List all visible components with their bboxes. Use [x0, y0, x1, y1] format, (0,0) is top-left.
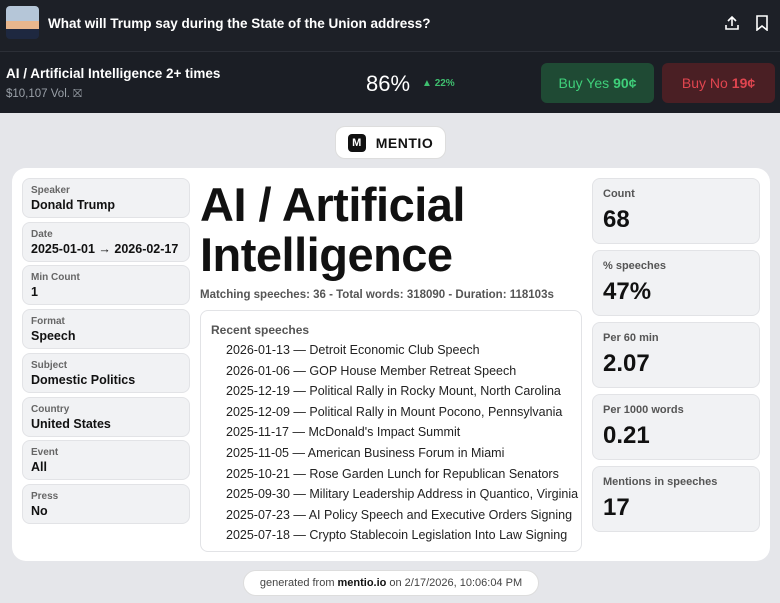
stat-box: Per 1000 words 0.21 — [592, 394, 760, 460]
filter-value: Speech — [31, 329, 76, 344]
filter-value: All — [31, 460, 47, 475]
term-title: AI / Artificial Intelligence — [200, 178, 465, 281]
buy-yes-button[interactable]: Buy Yes 90¢ — [541, 63, 654, 103]
buy-yes-label: Buy Yes — [558, 75, 610, 91]
top-bar: What will Trump say during the State of … — [0, 0, 780, 52]
buy-no-label: Buy No — [681, 75, 728, 91]
volume: $10,107 Vol. ⛝ — [6, 88, 82, 100]
speech-item: 2026-01-13 — Detroit Economic Club Speec… — [226, 343, 480, 357]
market-bar: AI / Artificial Intelligence 2+ times $1… — [0, 52, 780, 113]
change-text: 22% — [434, 78, 455, 89]
filter-label: Date — [31, 228, 53, 240]
buy-yes-price: 90¢ — [613, 75, 637, 91]
filter-label: Event — [31, 447, 59, 459]
stat-label: Per 1000 words — [603, 404, 684, 416]
filter-box: Speaker Donald Trump — [22, 178, 190, 218]
bookmark-icon[interactable] — [755, 15, 769, 31]
brand-logo: M — [347, 133, 366, 152]
stat-label: Per 60 min — [603, 332, 659, 344]
filter-value: No — [31, 503, 48, 518]
avatar — [6, 6, 39, 39]
filter-label: Speaker — [31, 185, 70, 196]
footer-prefix: generated from — [259, 577, 335, 589]
filter-box: Country United States — [22, 396, 190, 437]
stat-label: Count — [603, 188, 635, 200]
stat-value: 2.07 — [603, 350, 650, 377]
outcome-name: AI / Artificial Intelligence 2+ times — [6, 66, 221, 81]
recent-title: Recent speeches — [211, 323, 310, 337]
volume-text: $10,107 Vol. — [6, 88, 70, 100]
term-summary: Matching speeches: 36 - Total words: 318… — [200, 289, 554, 301]
brand-badge: M MENTIO — [335, 126, 446, 159]
change: ▲ 22% — [422, 78, 455, 89]
market-title: What will Trump say during the State of … — [48, 16, 431, 31]
filter-value: Donald Trump — [31, 198, 116, 212]
speech-item: 2025-07-18 — Crypto Stablecoin Legislati… — [226, 528, 568, 543]
filter-box: Press No — [22, 483, 190, 524]
speech-item: 2025-12-09 — Political Rally in Mount Po… — [226, 404, 563, 419]
stat-box: % speeches 47% — [592, 250, 760, 316]
stat-label: % speeches — [603, 260, 666, 272]
filter-box: Subject Domestic Politics — [22, 352, 190, 393]
brand-name: MENTIO — [375, 134, 434, 151]
filter-box: Format Speech — [22, 309, 190, 350]
filter-label: Press — [31, 490, 59, 502]
filter-value: United States — [31, 416, 111, 431]
speech-item: 2025-07-23 — AI Policy Speech and Execut… — [226, 507, 573, 522]
recent-speeches: Recent speeches 2026-01-13 — Detroit Eco… — [200, 310, 582, 552]
footer: generated from mentio.io on 2/17/2026, 1… — [243, 570, 539, 596]
buy-no-button[interactable]: Buy No 19¢ — [662, 63, 775, 103]
filter-value: 1 — [31, 285, 38, 300]
stat-label: Mentions in speeches — [603, 476, 718, 488]
speech-item: 2025-09-30 — Military Leadership Address… — [226, 487, 579, 502]
stat-value: 68 — [603, 206, 630, 233]
footer-site[interactable]: mentio.io — [337, 577, 387, 589]
stat-box: Mentions in speeches 17 — [592, 466, 760, 532]
speech-item: 2025-10-21 — Rose Garden Lunch for Repub… — [226, 466, 559, 481]
filter-box: Event All — [22, 440, 190, 481]
filter-label: Subject — [31, 359, 68, 371]
stat-box: Per 60 min 2.07 — [592, 322, 760, 388]
stat-box: Count 68 — [592, 178, 760, 244]
footer-suffix: on 2/17/2026, 10:06:04 PM — [389, 577, 523, 589]
speech-item: 2025-11-05 — American Business Forum in … — [226, 446, 505, 460]
speech-item: 2025-11-17 — McDonald's Impact Summit — [226, 425, 461, 440]
filter-value: Domestic Politics — [31, 372, 136, 387]
filter-label: Min Count — [31, 272, 80, 284]
probability: 86% — [366, 71, 411, 96]
stat-value: 47% — [603, 278, 652, 305]
stat-value: 17 — [603, 494, 630, 521]
filter-label: Format — [31, 316, 65, 328]
report-card: AI / Artificial Intelligence Matching sp… — [12, 168, 770, 561]
speech-item: 2025-12-19 — Political Rally in Rocky Mo… — [226, 384, 561, 399]
filter-box: Date 2025-01-01 → 2026-02-17 — [22, 221, 190, 262]
buy-no-price: 19¢ — [731, 75, 756, 91]
speech-item: 2026-01-06 — GOP House Member Retreat Sp… — [226, 363, 517, 378]
filter-box: Min Count 1 — [22, 265, 190, 306]
share-icon[interactable] — [724, 15, 740, 31]
stat-value: 0.21 — [603, 422, 650, 449]
filter-label: Country — [31, 403, 70, 415]
filter-value: 2025-01-01 → 2026-02-17 — [31, 241, 179, 256]
